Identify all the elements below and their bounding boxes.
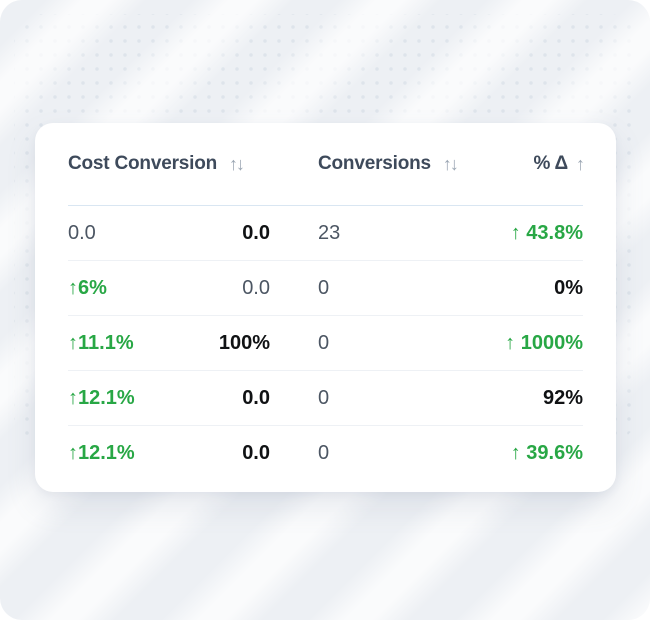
cell-percent-delta: ↑ 43.8%: [510, 221, 583, 244]
column-label: % Δ: [533, 153, 568, 174]
cell-percent-delta: 92%: [542, 386, 583, 409]
column-header-percent-delta[interactable]: % Δ ↑: [533, 153, 585, 175]
cell-cost-conversion-right: 0.0: [242, 276, 270, 299]
cell-cost-conversion-left: ↑12.1%: [68, 386, 135, 409]
cell-conversions: 0: [318, 331, 330, 354]
table-row: ↑12.1% 0.0 0 ↑ 39.6%: [68, 426, 583, 481]
table-row: ↑12.1% 0.0 0 92%: [68, 371, 583, 426]
column-label: Cost Conversion: [68, 153, 218, 174]
table-row: 0.0 0.0 23 ↑ 43.8%: [68, 206, 583, 261]
sort-updown-icon[interactable]: ↑↓: [229, 153, 245, 174]
sort-up-icon[interactable]: ↑: [576, 153, 585, 174]
cell-conversions: 0: [318, 276, 330, 299]
cell-conversions: 0: [318, 386, 330, 409]
cell-cost-conversion-left: 0.0: [68, 221, 96, 244]
cell-cost-conversion-right: 100%: [218, 331, 270, 354]
data-table-card: Cost Conversion ↑↓ Conversions ↑↓ % Δ ↑ …: [35, 123, 616, 492]
cell-cost-conversion-left: ↑11.1%: [68, 331, 134, 354]
column-header-conversions[interactable]: Conversions ↑↓: [318, 153, 459, 175]
cell-percent-delta: 0%: [554, 276, 583, 299]
cell-percent-delta: ↑ 1000%: [505, 331, 583, 354]
cell-cost-conversion-right: 0.0: [242, 221, 270, 244]
table-row: ↑11.1% 100% 0 ↑ 1000%: [68, 316, 583, 371]
table-row: ↑6% 0.0 0 0%: [68, 261, 583, 316]
table-header-row: Cost Conversion ↑↓ Conversions ↑↓ % Δ ↑: [68, 123, 585, 206]
column-label: Conversions: [318, 153, 431, 174]
cell-percent-delta: ↑ 39.6%: [510, 442, 583, 464]
cell-conversions: 23: [318, 221, 341, 244]
column-header-cost-conversion[interactable]: Cost Conversion ↑↓: [68, 153, 270, 175]
cell-cost-conversion-right: 0.0: [242, 386, 270, 409]
cell-cost-conversion-left: ↑6%: [68, 276, 107, 299]
cell-cost-conversion-left: ↑12.1%: [68, 442, 135, 464]
sort-updown-icon[interactable]: ↑↓: [442, 153, 459, 174]
cell-cost-conversion-right: 0.0: [242, 442, 270, 464]
cell-conversions: 0: [318, 442, 330, 464]
